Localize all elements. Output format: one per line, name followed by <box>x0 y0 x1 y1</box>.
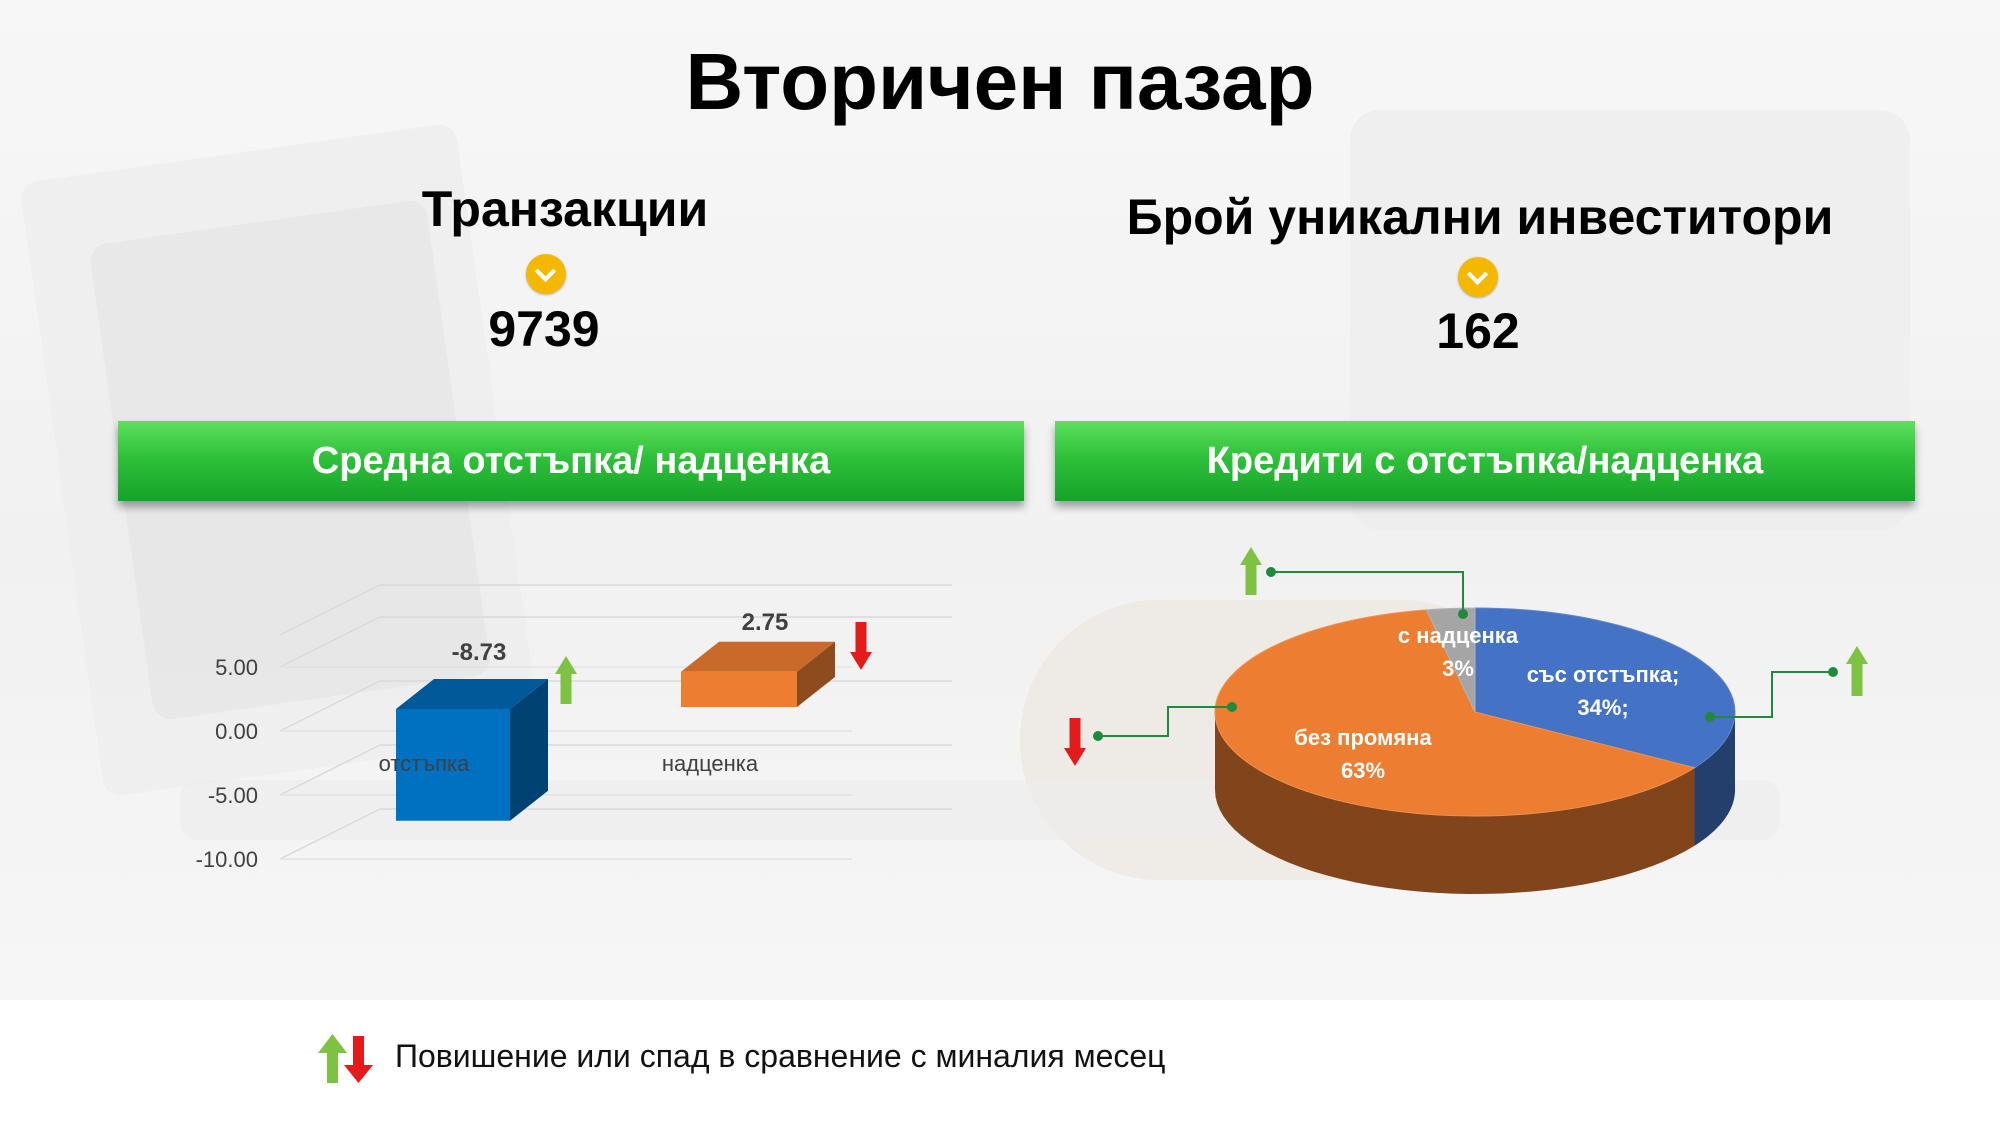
slice-percent: 3% <box>1442 656 1474 681</box>
pie-slice <box>1474 607 1736 769</box>
arrow-up-icon <box>1240 547 1262 595</box>
leader-line <box>1098 706 1232 737</box>
leader-line <box>1271 571 1464 614</box>
leader-dot <box>1458 609 1468 619</box>
chevron-down-icon <box>526 254 566 294</box>
data-label: 2.75 <box>742 609 789 636</box>
y-tick-label: -5.00 <box>208 783 258 808</box>
gridline-depth <box>279 744 381 796</box>
leader-dot <box>1227 702 1237 712</box>
banner-loans-discount: Кредити с отстъпка/надценка <box>1055 421 1915 501</box>
leader-dot <box>1093 731 1103 741</box>
arrow-down-icon <box>344 1036 373 1083</box>
leader-dot <box>1266 567 1276 577</box>
leader-dot <box>1828 667 1838 677</box>
page-title: Вторичен пазар <box>685 37 1315 126</box>
banner-average-discount: Средна отстъпка/ надценка <box>118 421 1024 501</box>
arrow-up-icon <box>1846 646 1868 696</box>
arrow-down-icon <box>1064 718 1086 766</box>
y-tick-label: 0.00 <box>215 719 258 744</box>
kpi-transactions-value: 9739 <box>488 301 600 357</box>
chevron-down-icon <box>1458 257 1498 297</box>
bar-top <box>681 641 835 672</box>
x-category-label: отстъпка <box>379 751 470 776</box>
bar-front <box>396 709 510 821</box>
slice-percent: 63% <box>1341 758 1385 783</box>
slice-percent: 34%; <box>1577 695 1628 720</box>
pie-slice <box>1425 607 1476 713</box>
y-tick-label: 5.00 <box>215 655 258 680</box>
pie-slice <box>1214 609 1696 817</box>
bar-front <box>681 671 797 707</box>
arrow-down-icon <box>850 622 872 670</box>
leader-line <box>1710 671 1833 718</box>
pie-slice-side <box>1694 712 1735 846</box>
arrow-up-icon <box>555 656 577 704</box>
pie-slice-side <box>1215 712 1695 894</box>
y-tick-label: -10.00 <box>196 847 258 872</box>
slice-label: без промяна <box>1294 725 1432 750</box>
bar-premium <box>681 641 835 707</box>
gridline-depth <box>279 680 381 732</box>
leader-dot <box>1705 712 1715 722</box>
bar-discount <box>396 679 548 821</box>
kpi-investors-label: Брой уникални инвеститори <box>1126 189 1834 245</box>
slice-label: със отстъпка; <box>1527 662 1680 687</box>
data-label: -8.73 <box>452 639 507 666</box>
bar-top <box>396 679 548 709</box>
gridline-top-depth <box>279 584 381 636</box>
bar-side <box>797 641 835 707</box>
kpi-investors-value: 162 <box>1436 303 1520 359</box>
arrow-up-icon <box>318 1034 347 1083</box>
slice-label: с надценка <box>1398 623 1519 648</box>
gridline-depth <box>279 616 381 668</box>
legend-text: Повишение или спад в сравнение с миналия… <box>395 1038 1166 1074</box>
bar-side <box>510 679 548 821</box>
gridline-depth <box>279 808 381 860</box>
x-category-label: надценка <box>662 751 759 776</box>
kpi-transactions-label: Транзакции <box>421 181 709 237</box>
